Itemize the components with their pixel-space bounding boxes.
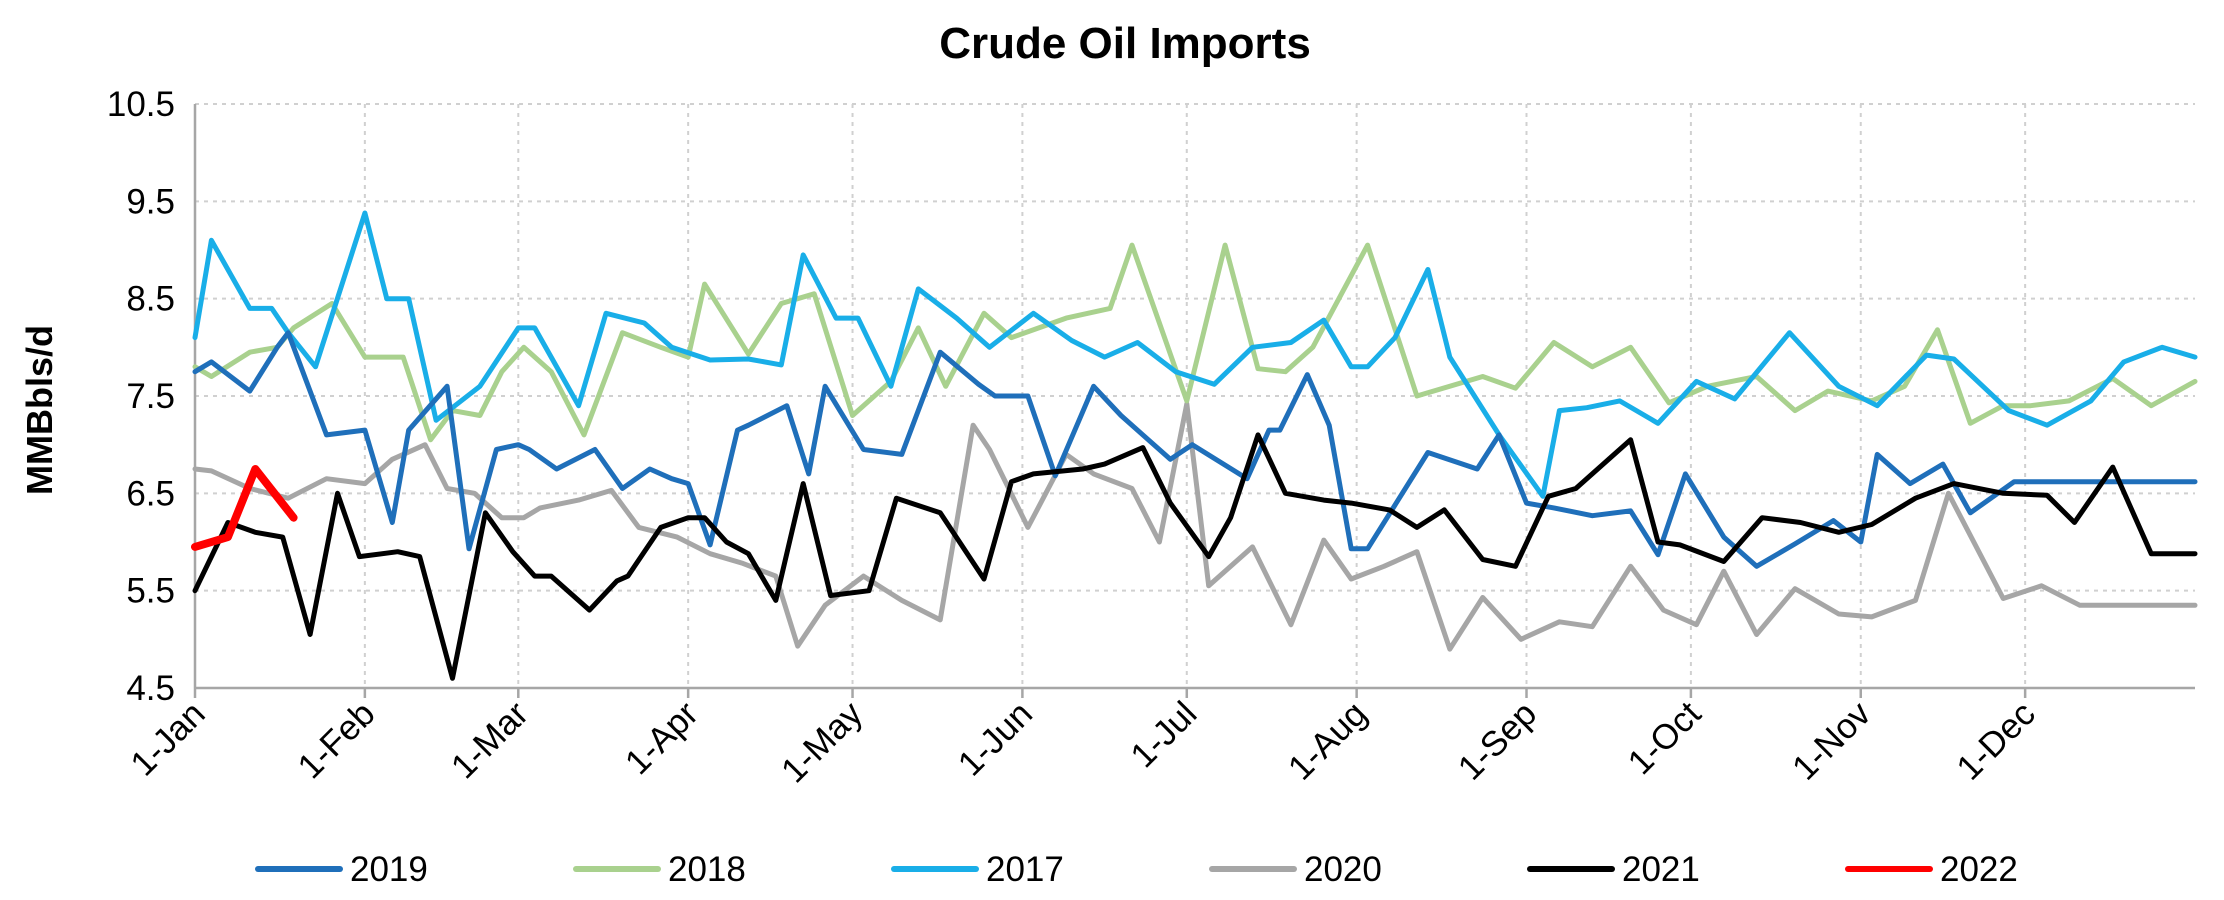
legend: 2019 2018 2017 2020 2021 2022 bbox=[255, 850, 2018, 889]
legend-label-2017: 2017 bbox=[986, 850, 1064, 889]
series-line-2020 bbox=[192, 401, 2198, 652]
x-tick-label: 1-Feb bbox=[290, 694, 382, 786]
y-tick-label: 6.5 bbox=[126, 474, 175, 513]
legend-label-2022: 2022 bbox=[1940, 850, 2018, 889]
x-tick-label: 1-Mar bbox=[444, 694, 536, 786]
x-tick-label: 1-Dec bbox=[1949, 694, 2043, 788]
x-tick-label: 1-Sep bbox=[1451, 694, 1545, 788]
x-tick-label: 1-Nov bbox=[1785, 694, 1879, 788]
y-tick-label: 8.5 bbox=[126, 280, 175, 319]
series-lines bbox=[191, 210, 2198, 681]
series-line-2018 bbox=[192, 242, 2198, 443]
y-tick-label: 7.5 bbox=[126, 377, 175, 416]
y-axis-label: MMBbls/d bbox=[19, 325, 60, 495]
grid-lines bbox=[195, 103, 2195, 688]
x-tick-label: 1-Apr bbox=[618, 694, 706, 782]
series-line-2017 bbox=[192, 210, 2198, 499]
x-tick-label: 1-Jun bbox=[951, 694, 1040, 783]
series-line-2021 bbox=[192, 432, 2198, 681]
x-tick-label: 1-May bbox=[774, 694, 871, 791]
y-tick-label: 4.5 bbox=[126, 669, 175, 708]
legend-label-2021: 2021 bbox=[1622, 850, 1700, 889]
y-tick-label: 10.5 bbox=[107, 85, 175, 124]
series-line-2019 bbox=[192, 330, 2198, 569]
chart-title: Crude Oil Imports bbox=[939, 19, 1311, 68]
y-tick-label: 9.5 bbox=[126, 182, 175, 221]
legend-label-2019: 2019 bbox=[350, 850, 428, 889]
x-tick-label: 1-Jul bbox=[1123, 694, 1204, 775]
legend-label-2020: 2020 bbox=[1304, 850, 1382, 889]
legend-label-2018: 2018 bbox=[668, 850, 746, 889]
x-tick-labels: 1-Jan 1-Feb 1-Mar 1-Apr 1-May 1-Jun 1-Jul 1-Aug… bbox=[123, 694, 2043, 791]
y-tick-label: 5.5 bbox=[126, 572, 175, 611]
y-tick-labels: 4.5 5.5 6.5 7.5 8.5 9.5 10.5 bbox=[107, 85, 175, 708]
series-line-2022 bbox=[191, 465, 298, 551]
x-tick-label: 1-Aug bbox=[1281, 694, 1375, 788]
x-tick-label: 1-Oct bbox=[1620, 694, 1708, 782]
